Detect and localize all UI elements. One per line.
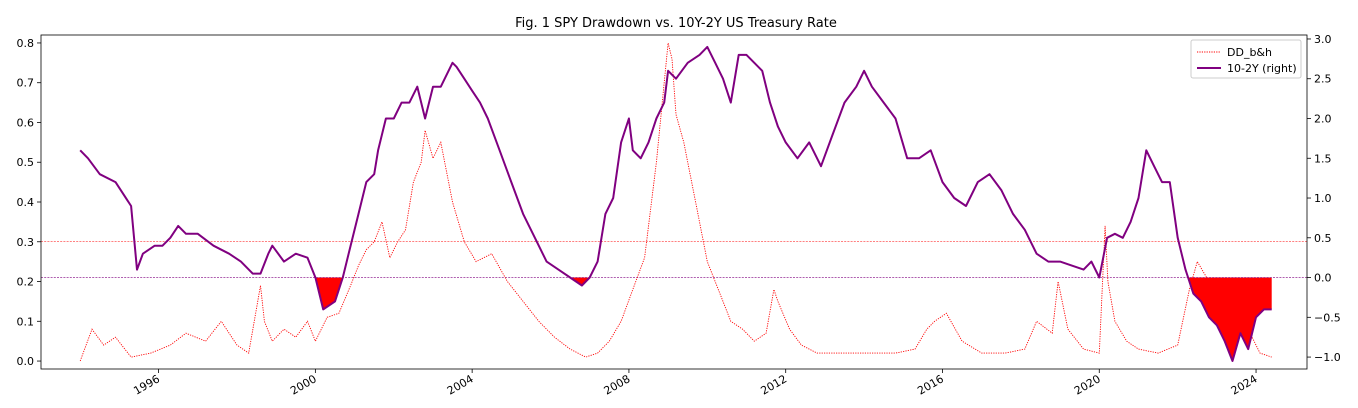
- x-tick-label: 2012: [758, 372, 789, 397]
- y2-tick-label: 2.5: [1314, 73, 1332, 86]
- axes-frame: [40, 34, 1308, 370]
- x-tick-label: 2024: [1229, 372, 1260, 397]
- y2-tick-label: 0.0: [1314, 272, 1332, 285]
- y2-tick-label: 1.5: [1314, 152, 1332, 165]
- plot-clipped-group: [41, 42, 1307, 362]
- x-tick-label: 1996: [131, 372, 162, 397]
- legend: DD_b&h 10-2Y (right): [1190, 39, 1302, 79]
- y-tick-label: 0.1: [17, 315, 35, 328]
- x-tick-label: 2004: [445, 372, 476, 397]
- plot-area: [41, 42, 1307, 362]
- y2-tick-label: 0.5: [1314, 232, 1332, 245]
- y2-tick-label: −1.0: [1314, 351, 1341, 364]
- x-tick-label: 2016: [915, 372, 946, 397]
- x-tick-label: 2008: [602, 372, 633, 397]
- y2-tick-label: 3.0: [1314, 33, 1332, 46]
- inversion-fill-1: [570, 277, 590, 286]
- y2-tick-label: −0.5: [1314, 311, 1341, 324]
- legend-label: 10-2Y (right): [1227, 62, 1297, 75]
- x-tick-label: 2020: [1072, 372, 1103, 397]
- y2-tick-label: 2.0: [1314, 113, 1332, 126]
- series-line-10-2y: [79, 45, 1272, 362]
- y2-tick-label: 1.0: [1314, 192, 1332, 205]
- y-tick-label: 0.8: [17, 37, 35, 50]
- y-tick-label: 0.6: [17, 116, 35, 129]
- y-tick-label: 0.5: [17, 156, 35, 169]
- series-line-dd-bh: [79, 42, 1272, 362]
- y-tick-label: 0.2: [17, 276, 35, 289]
- y-tick-label: 0.0: [17, 355, 35, 368]
- axes-layer: 0.0 0.1 0.2 0.3 0.4 0.5 0.6 0.7 0.8 −1.0 −0.5 0.0 0.…: [17, 33, 1341, 398]
- y-tick-label: 0.7: [17, 77, 35, 90]
- inversion-fill-2: [1188, 277, 1272, 361]
- x-tick-label: 2000: [288, 372, 319, 397]
- y-tick-label: 0.3: [17, 236, 35, 249]
- chart-title: Fig. 1 SPY Drawdown vs. 10Y-2Y US Treasu…: [515, 16, 837, 31]
- legend-label: DD_b&h: [1227, 46, 1272, 59]
- y-tick-label: 0.4: [17, 196, 35, 209]
